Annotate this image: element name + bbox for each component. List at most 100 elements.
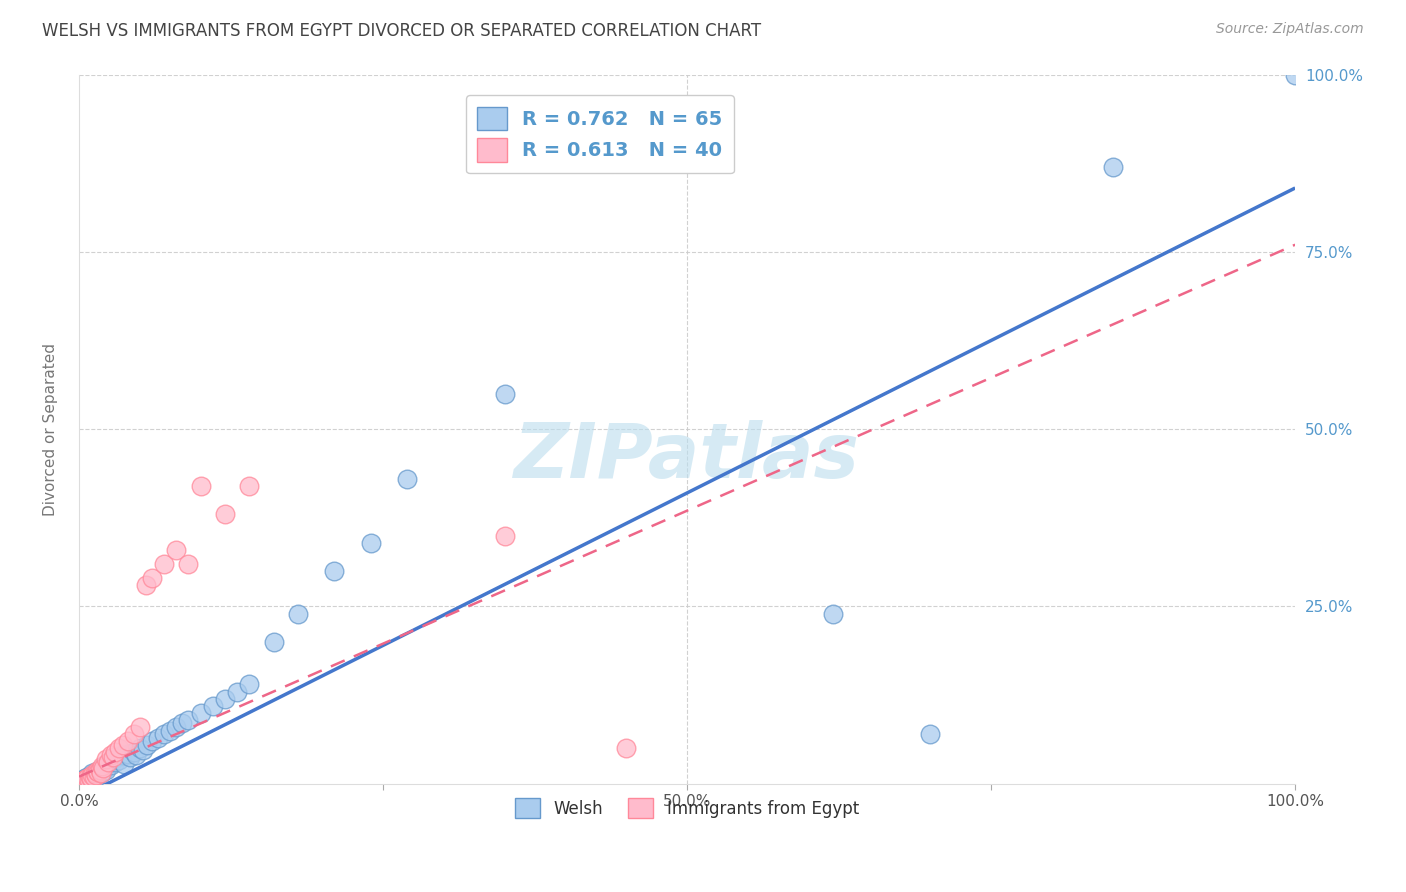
Point	[101, 752, 124, 766]
Point	[117, 747, 139, 761]
Point	[128, 720, 150, 734]
Point	[84, 767, 107, 781]
Legend: Welsh, Immigrants from Egypt: Welsh, Immigrants from Egypt	[509, 791, 866, 825]
Point	[226, 684, 249, 698]
Point	[153, 727, 176, 741]
Point	[86, 764, 108, 778]
Point	[238, 677, 260, 691]
Point	[83, 770, 105, 784]
Point	[117, 734, 139, 748]
Point	[77, 773, 100, 788]
Point	[82, 768, 104, 782]
Point	[93, 759, 115, 773]
Point	[111, 738, 134, 752]
Point	[73, 773, 96, 788]
Point	[153, 557, 176, 571]
Point	[96, 756, 118, 771]
Point	[110, 748, 132, 763]
Point	[101, 754, 124, 768]
Point	[141, 734, 163, 748]
Point	[70, 775, 93, 789]
Point	[287, 607, 309, 621]
Point	[83, 766, 105, 780]
Point	[91, 764, 114, 778]
Point	[91, 761, 114, 775]
Point	[86, 764, 108, 778]
Point	[87, 765, 110, 780]
Point	[80, 772, 103, 786]
Point	[122, 727, 145, 741]
Point	[98, 756, 121, 770]
Point	[396, 472, 419, 486]
Point	[73, 774, 96, 789]
Point	[69, 776, 91, 790]
Point	[323, 564, 346, 578]
Point	[201, 698, 224, 713]
Point	[214, 691, 236, 706]
Point	[190, 706, 212, 720]
Point	[107, 749, 129, 764]
Text: WELSH VS IMMIGRANTS FROM EGYPT DIVORCED OR SEPARATED CORRELATION CHART: WELSH VS IMMIGRANTS FROM EGYPT DIVORCED …	[42, 22, 761, 40]
Point	[108, 741, 131, 756]
Point	[72, 774, 94, 789]
Point	[104, 756, 127, 770]
Point	[118, 749, 141, 764]
Point	[73, 771, 96, 785]
Point	[70, 776, 93, 790]
Point	[89, 763, 111, 777]
Point	[75, 772, 97, 787]
Point	[159, 723, 181, 738]
Point	[238, 479, 260, 493]
Point	[76, 774, 98, 789]
Point	[190, 479, 212, 493]
Point	[72, 773, 94, 788]
Point	[80, 768, 103, 782]
Point	[165, 720, 187, 734]
Point	[75, 772, 97, 787]
Point	[494, 528, 516, 542]
Point	[83, 767, 105, 781]
Point	[1284, 68, 1306, 82]
Point	[177, 557, 200, 571]
Point	[125, 748, 148, 763]
Point	[132, 742, 155, 756]
Point	[73, 773, 96, 788]
Point	[80, 771, 103, 785]
Point	[108, 753, 131, 767]
Point	[91, 759, 114, 773]
Point	[76, 770, 98, 784]
Point	[146, 731, 169, 745]
Point	[112, 756, 135, 771]
Point	[76, 771, 98, 785]
Text: Source: ZipAtlas.com: Source: ZipAtlas.com	[1216, 22, 1364, 37]
Text: ZIPatlas: ZIPatlas	[515, 420, 860, 494]
Point	[79, 771, 101, 785]
Point	[920, 727, 942, 741]
Point	[84, 770, 107, 784]
Point	[83, 770, 105, 784]
Point	[90, 766, 112, 780]
Point	[172, 716, 194, 731]
Point	[87, 765, 110, 780]
Y-axis label: Divorced or Separated: Divorced or Separated	[44, 343, 58, 516]
Point	[79, 770, 101, 784]
Point	[101, 749, 124, 764]
Point	[100, 758, 122, 772]
Point	[128, 741, 150, 756]
Point	[97, 756, 120, 770]
Point	[89, 763, 111, 777]
Point	[821, 607, 844, 621]
Point	[122, 745, 145, 759]
Point	[1101, 160, 1123, 174]
Point	[77, 773, 100, 788]
Point	[494, 386, 516, 401]
Point	[91, 761, 114, 775]
Point	[82, 766, 104, 780]
Point	[136, 738, 159, 752]
Point	[263, 635, 285, 649]
Point	[165, 542, 187, 557]
Point	[100, 748, 122, 763]
Point	[90, 766, 112, 780]
Point	[177, 713, 200, 727]
Point	[104, 745, 127, 759]
